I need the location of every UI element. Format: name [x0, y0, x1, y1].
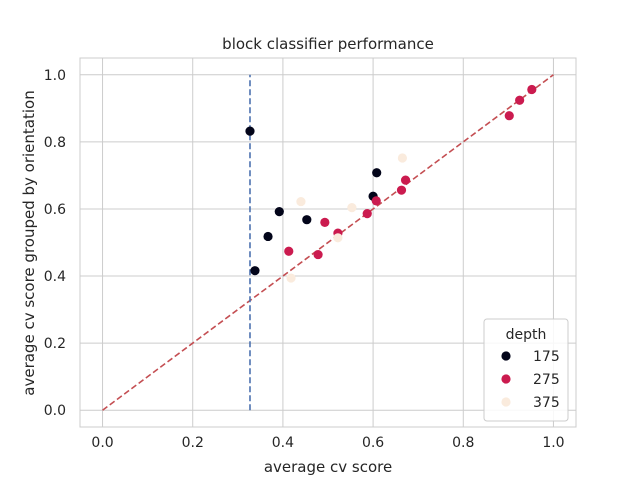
y-tick-label: 0.2 — [44, 336, 66, 352]
x-tick-label: 0.6 — [362, 435, 384, 451]
data-point-depth-275 — [284, 246, 294, 256]
data-point-depth-275 — [313, 249, 323, 260]
data-point-depth-275 — [504, 111, 514, 121]
x-tick-label: 0.8 — [452, 435, 474, 451]
data-point-depth-275 — [371, 196, 381, 206]
chart-title: block classifier performance — [222, 35, 434, 53]
legend-marker-375 — [501, 397, 511, 407]
data-points — [245, 84, 537, 283]
data-point-depth-275 — [362, 209, 372, 219]
y-tick-labels: 0.0 0.2 0.4 0.6 0.8 1.0 — [44, 68, 66, 419]
legend-title: depth — [506, 327, 547, 343]
x-tick-label: 1.0 — [542, 435, 564, 451]
legend-box — [483, 318, 569, 422]
legend-items: 175 275 375 — [501, 349, 560, 411]
y-tick-label: 0.0 — [44, 403, 66, 419]
data-point-depth-375 — [296, 196, 306, 207]
y-tick-label: 0.8 — [44, 135, 66, 151]
legend-marker-275 — [501, 374, 511, 384]
data-point-depth-375 — [286, 273, 296, 283]
data-point-depth-275 — [320, 217, 330, 227]
x-tick-label: 0.4 — [272, 435, 294, 451]
y-axis-label: average cv score grouped by orientation — [20, 90, 38, 395]
legend-label-275: 275 — [533, 372, 560, 388]
data-point-depth-175 — [372, 168, 382, 178]
data-point-depth-175 — [245, 126, 255, 136]
data-point-depth-175 — [263, 231, 273, 242]
data-point-depth-275 — [527, 84, 537, 95]
diagonal-reference-line — [102, 74, 554, 411]
x-tick-labels: 0.0 0.2 0.4 0.6 0.8 1.0 — [91, 435, 564, 451]
plot-frame — [79, 57, 577, 428]
grid-lines — [80, 58, 576, 427]
legend-marker-175 — [501, 351, 511, 361]
data-point-depth-175 — [274, 207, 284, 217]
x-tick-label: 0.0 — [91, 435, 113, 451]
y-tick-label: 1.0 — [44, 68, 66, 84]
legend-label-175: 175 — [533, 349, 560, 365]
data-point-depth-275 — [515, 95, 525, 105]
legend-label-375: 375 — [533, 395, 560, 411]
data-point-depth-375 — [397, 153, 407, 163]
data-point-depth-375 — [333, 233, 343, 243]
y-tick-label: 0.6 — [44, 202, 66, 218]
x-axis-label: average cv score — [264, 458, 392, 476]
data-point-depth-275 — [396, 185, 407, 195]
data-point-depth-375 — [347, 203, 357, 213]
y-tick-label: 0.4 — [44, 269, 66, 285]
x-tick-label: 0.2 — [182, 435, 204, 451]
data-point-depth-175 — [250, 266, 260, 276]
legend: depth 175 275 375 — [483, 318, 569, 422]
data-point-depth-275 — [400, 175, 411, 185]
data-point-depth-175 — [302, 215, 312, 225]
